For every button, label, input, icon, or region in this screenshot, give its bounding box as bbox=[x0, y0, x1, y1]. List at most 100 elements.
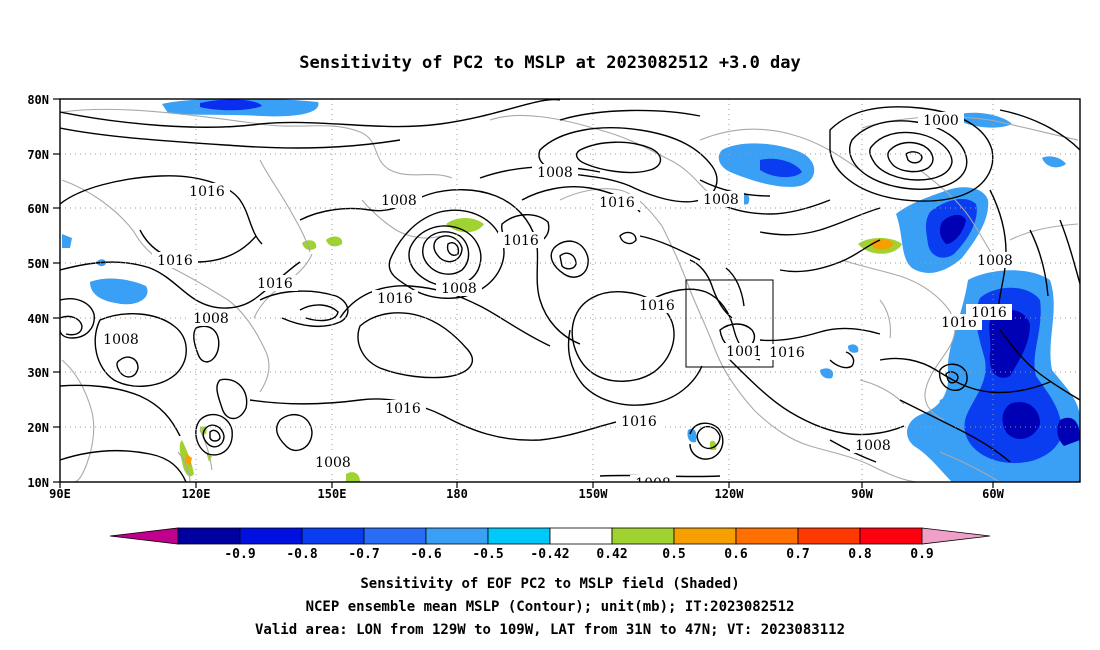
contour-label: 1016 bbox=[152, 252, 198, 269]
colorbar-cell bbox=[425, 527, 489, 545]
shade-region bbox=[90, 278, 148, 305]
colorbar-label: 0.6 bbox=[724, 547, 748, 562]
contour-label: 1008 bbox=[630, 475, 676, 492]
shade-region bbox=[446, 218, 484, 233]
colorbar-cell bbox=[239, 527, 303, 545]
lat-label: 70N bbox=[27, 148, 49, 162]
shade-region bbox=[687, 428, 697, 443]
shade-region bbox=[760, 158, 802, 178]
svg-text:1016: 1016 bbox=[971, 305, 1007, 321]
colorbar-label: 0.9 bbox=[910, 547, 933, 562]
longitude-labels: 90E 120E 150E 180 150W 120W 90W 60W bbox=[49, 487, 1004, 501]
colorbar-cell bbox=[797, 527, 861, 545]
contour-label: 1016 bbox=[184, 183, 230, 200]
colorbar-label: 0.8 bbox=[848, 547, 872, 562]
colorbar-label: 0.7 bbox=[786, 547, 809, 562]
map-frame bbox=[59, 98, 1081, 483]
colorbar-cell bbox=[177, 527, 241, 545]
svg-text:1016: 1016 bbox=[377, 291, 413, 307]
svg-text:1001: 1001 bbox=[726, 344, 762, 360]
shade-region bbox=[200, 99, 262, 111]
shade-region bbox=[820, 368, 834, 379]
shade-region bbox=[185, 454, 192, 466]
contour-label: 1008 bbox=[972, 252, 1018, 269]
shade-region bbox=[62, 234, 72, 248]
colorbar-label: -0.7 bbox=[348, 547, 379, 562]
lat-label: 80N bbox=[27, 93, 49, 107]
contour-label: 1000 bbox=[918, 112, 964, 129]
svg-text:1008: 1008 bbox=[193, 311, 229, 327]
shade-region bbox=[960, 112, 1012, 128]
colorbar-cell bbox=[673, 527, 737, 545]
contour-label: 1008 bbox=[310, 454, 356, 471]
colorbar-label: 0.42 bbox=[596, 547, 627, 562]
valid-area-box bbox=[685, 279, 774, 368]
shade-region bbox=[346, 472, 360, 482]
svg-text:1008: 1008 bbox=[441, 281, 477, 297]
shade-region bbox=[326, 236, 343, 247]
svg-text:1016: 1016 bbox=[189, 184, 225, 200]
colorbar-cell bbox=[735, 527, 799, 545]
colorbar-cell bbox=[301, 527, 365, 545]
contour-label: 1008 bbox=[188, 310, 234, 327]
contour-label: 1016 bbox=[594, 194, 640, 211]
lon-label: 150W bbox=[579, 487, 609, 501]
svg-text:1008: 1008 bbox=[103, 332, 139, 348]
colorbar-label: -0.42 bbox=[530, 547, 569, 562]
contour-label: 1016 bbox=[380, 400, 426, 417]
colorbar-label: -0.6 bbox=[410, 547, 441, 562]
shade-region bbox=[1002, 402, 1040, 439]
svg-text:1008: 1008 bbox=[855, 438, 891, 454]
lat-label: 30N bbox=[27, 366, 49, 380]
caption-line-3: Valid area: LON from 129W to 109W, LAT f… bbox=[255, 622, 845, 638]
colorbar-label: -0.8 bbox=[286, 547, 317, 562]
contour-label: 1016 bbox=[252, 275, 298, 292]
contour-label: 1008 bbox=[532, 164, 578, 181]
colorbar-cell bbox=[487, 527, 551, 545]
colorbar-cells bbox=[177, 527, 923, 545]
contour-label: 1008 bbox=[376, 192, 422, 209]
lon-label: 120E bbox=[182, 487, 211, 501]
colorbar-label: -0.9 bbox=[224, 547, 255, 562]
contour-label: 1008 bbox=[436, 280, 482, 297]
contour-label: 1001 bbox=[722, 343, 766, 360]
svg-text:1008: 1008 bbox=[635, 476, 671, 492]
latitude-labels: 80N 70N 60N 50N 40N 30N 20N 10N bbox=[27, 93, 49, 490]
shade-region bbox=[302, 240, 317, 251]
contour-labels: 1016 1016 1016 1016 1016 1016 1016 1016 … bbox=[98, 112, 1018, 492]
lat-label: 40N bbox=[27, 312, 49, 326]
contour-label: 1016 bbox=[372, 290, 418, 307]
svg-text:1016: 1016 bbox=[385, 401, 421, 417]
contour-label: 1016 bbox=[764, 344, 810, 361]
shade-region bbox=[939, 214, 966, 244]
lon-label: 120W bbox=[715, 487, 745, 501]
svg-text:1008: 1008 bbox=[381, 193, 417, 209]
colorbar-cell bbox=[549, 527, 613, 545]
colorbar-cell bbox=[859, 527, 923, 545]
tick-marks bbox=[53, 98, 994, 488]
svg-text:1008: 1008 bbox=[537, 165, 573, 181]
colorbar-high-end bbox=[921, 527, 991, 545]
contour-label: 1016 bbox=[498, 232, 544, 249]
contour-label: 1008 bbox=[98, 331, 144, 348]
contour-label: 1008 bbox=[698, 191, 744, 208]
caption-line-2: NCEP ensemble mean MSLP (Contour); unit(… bbox=[306, 599, 795, 615]
svg-text:1016: 1016 bbox=[621, 414, 657, 430]
lon-label: 150E bbox=[318, 487, 347, 501]
svg-text:1000: 1000 bbox=[923, 113, 959, 129]
svg-text:1008: 1008 bbox=[315, 455, 351, 471]
shade-region bbox=[1057, 417, 1080, 446]
svg-text:1016: 1016 bbox=[503, 233, 539, 249]
sensitivity-shading bbox=[62, 99, 1080, 482]
lat-label: 10N bbox=[27, 476, 49, 490]
colorbar: -0.9 -0.8 -0.7 -0.6 -0.5 -0.42 0.42 0.5 0.6 0.7 0.… bbox=[109, 527, 991, 562]
colorbar-label: -0.5 bbox=[472, 547, 503, 562]
svg-text:1016: 1016 bbox=[157, 253, 193, 269]
shade-region bbox=[989, 309, 1030, 378]
contour-label: 1016 bbox=[616, 413, 662, 430]
lon-label: 90W bbox=[851, 487, 873, 501]
shade-region bbox=[1042, 156, 1066, 168]
shade-region bbox=[848, 344, 859, 353]
figure-title: Sensitivity of PC2 to MSLP at 2023082512… bbox=[299, 53, 801, 73]
